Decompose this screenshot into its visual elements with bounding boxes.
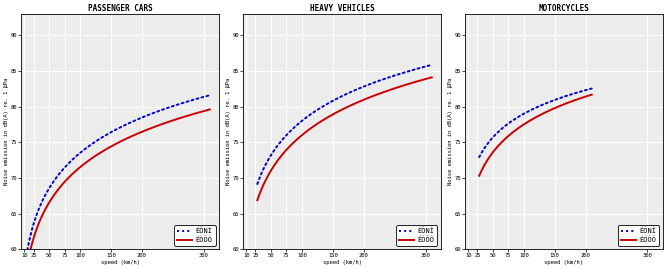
Title: HEAVY VEHICLES: HEAVY VEHICLES bbox=[309, 4, 374, 13]
Legend: ÉÔNÌ, ÉÔÔÔ: ÉÔNÌ, ÉÔÔÔ bbox=[618, 225, 660, 246]
X-axis label: speed (km/h): speed (km/h) bbox=[323, 260, 362, 265]
Legend: ÉÔNÌ, ÉÔÔÔ: ÉÔNÌ, ÉÔÔÔ bbox=[174, 225, 215, 246]
Title: PASSENGER CARS: PASSENGER CARS bbox=[88, 4, 153, 13]
Y-axis label: Noise emission in dB(A) re. 1 μPa: Noise emission in dB(A) re. 1 μPa bbox=[226, 78, 231, 185]
Title: MOTORCYCLES: MOTORCYCLES bbox=[538, 4, 590, 13]
X-axis label: speed (km/h): speed (km/h) bbox=[101, 260, 139, 265]
Y-axis label: Noise emission in dB(A) re. 1 μPa: Noise emission in dB(A) re. 1 μPa bbox=[4, 78, 9, 185]
Legend: ÉÔNÌ, ÉÔÔÔ: ÉÔNÌ, ÉÔÔÔ bbox=[396, 225, 438, 246]
Y-axis label: Noise emission in dB(A) re. 1 μPa: Noise emission in dB(A) re. 1 μPa bbox=[448, 78, 453, 185]
X-axis label: speed (km/h): speed (km/h) bbox=[544, 260, 584, 265]
